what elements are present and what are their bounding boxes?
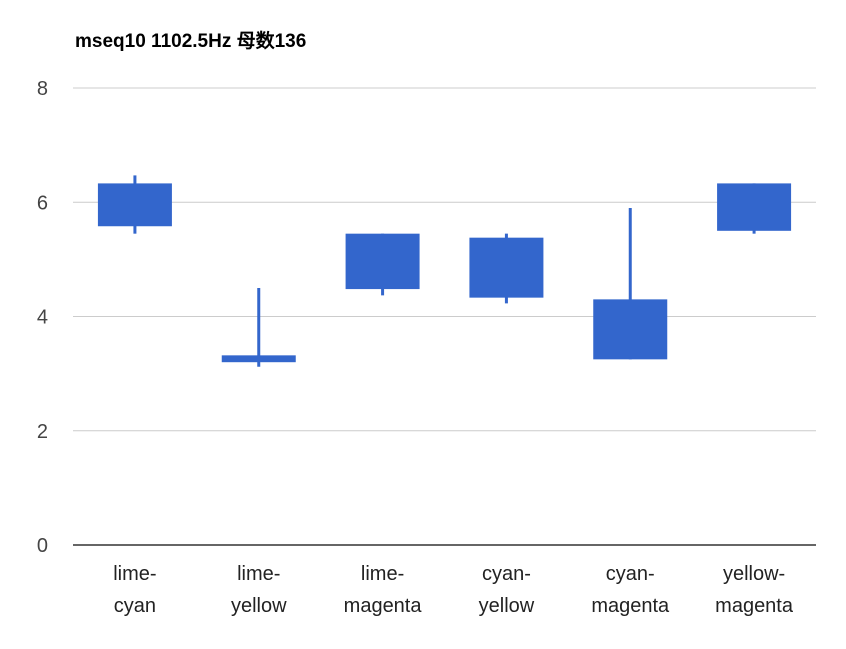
y-tick-label: 8 xyxy=(37,78,48,100)
x-tick-label: magenta xyxy=(591,595,670,617)
y-tick-label: 4 xyxy=(37,307,48,329)
candle-box xyxy=(469,237,544,298)
candle-box xyxy=(221,355,296,363)
candle-box xyxy=(593,299,668,360)
x-tick-label: lime- xyxy=(113,563,156,585)
chart-title: mseq10 1102.5Hz 母数136 xyxy=(75,31,307,52)
candle-box xyxy=(97,183,172,227)
y-tick-label: 6 xyxy=(37,192,48,214)
candle-box xyxy=(717,183,792,231)
x-tick-label: lime- xyxy=(361,563,404,585)
y-tick-label: 0 xyxy=(37,535,48,557)
x-tick-label: magenta xyxy=(715,595,794,617)
x-tick-label: yellow xyxy=(231,595,287,617)
x-tick-label: cyan- xyxy=(482,563,531,585)
x-tick-label: cyan- xyxy=(606,563,655,585)
x-tick-label: yellow xyxy=(479,595,535,617)
y-tick-label: 2 xyxy=(37,421,48,443)
x-tick-label: magenta xyxy=(344,595,423,617)
x-tick-label: yellow- xyxy=(723,563,785,585)
x-tick-label: cyan xyxy=(114,595,156,617)
candle-box xyxy=(345,233,420,290)
x-tick-label: lime- xyxy=(237,563,280,585)
